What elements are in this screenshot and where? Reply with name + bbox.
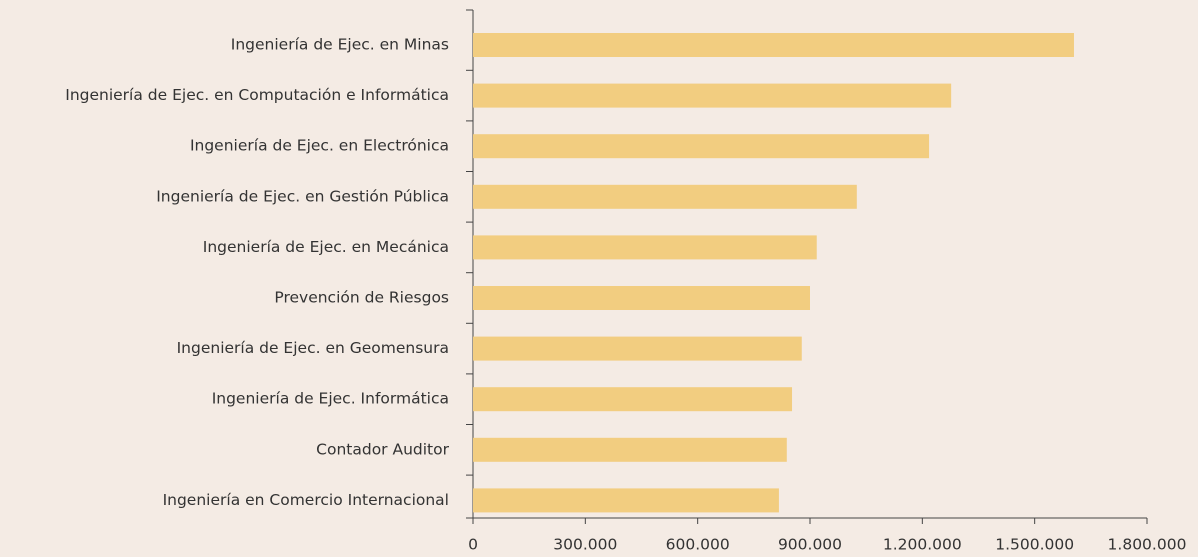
y-tick-label: Ingeniería de Ejec. en Geomensura	[177, 339, 449, 357]
y-tick-label: Contador Auditor	[316, 440, 449, 458]
x-tick-label: 0	[468, 536, 478, 554]
bar	[473, 437, 787, 462]
bar	[473, 286, 810, 310]
y-tick-label: Ingeniería de Ejec. Informática	[212, 390, 449, 408]
x-tick-label: 600.000	[666, 536, 730, 554]
y-tick-label: Ingeniería de Ejec. en Electrónica	[190, 137, 449, 155]
y-tick-label: Ingeniería en Comercio Internacional	[163, 491, 449, 509]
bar	[473, 134, 930, 159]
y-tick-label: Ingeniería de Ejec. en Mecánica	[203, 238, 449, 256]
x-tick-label: 900.000	[778, 536, 842, 554]
y-tick-label: Ingeniería de Ejec. en Minas	[231, 36, 449, 54]
bar	[473, 33, 1074, 57]
x-tick-label: 1.800.000	[1108, 536, 1187, 554]
x-tick-label: 1.500.000	[995, 536, 1074, 554]
x-tick-label: 300.000	[553, 536, 617, 554]
bar	[473, 235, 817, 260]
y-tick-label: Ingeniería de Ejec. en Gestión Pública	[156, 187, 449, 205]
bar	[473, 83, 952, 108]
bar	[473, 488, 779, 513]
y-tick-label: Ingeniería de Ejec. en Computación e Inf…	[65, 86, 449, 104]
bar	[473, 387, 793, 412]
y-tick-label: Prevención de Riesgos	[274, 289, 449, 307]
bar	[473, 184, 857, 209]
bar	[473, 336, 802, 361]
x-tick-label: 1.200.000	[883, 536, 962, 554]
